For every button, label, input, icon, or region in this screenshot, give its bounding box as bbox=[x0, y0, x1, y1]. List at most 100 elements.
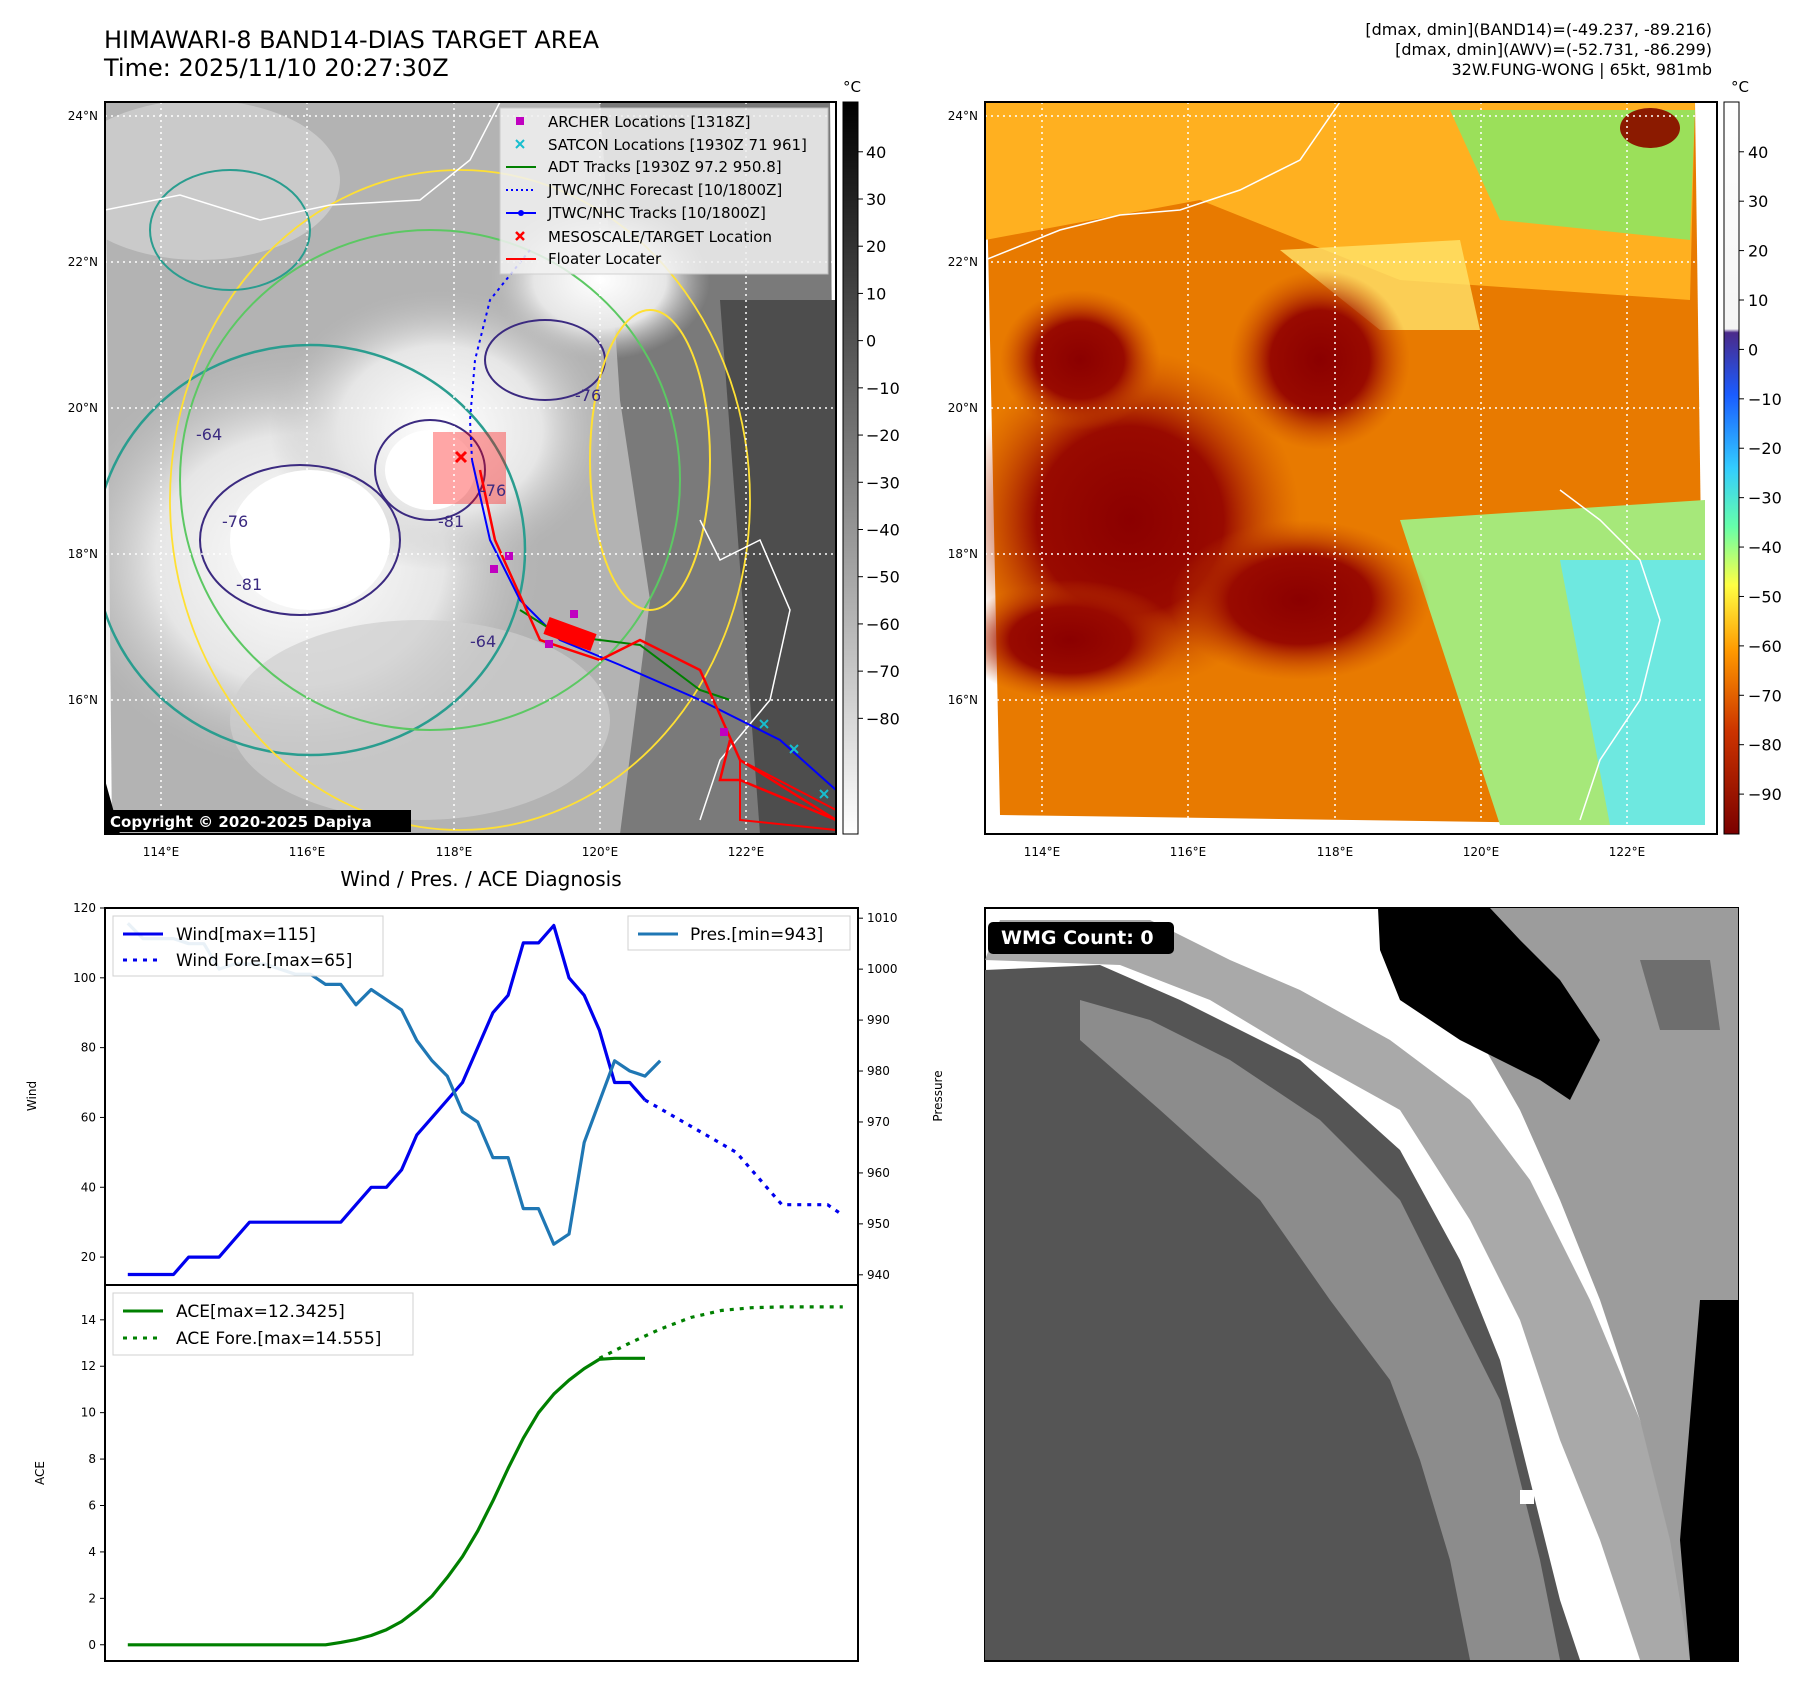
pressure-tick-label: 1010 bbox=[867, 911, 898, 925]
wind-tick-label: 80 bbox=[81, 1041, 96, 1055]
band14-colorbar-unit: °C bbox=[843, 78, 861, 96]
legend-wind: Wind[max=115] bbox=[176, 925, 316, 945]
pressure-tick-label: 940 bbox=[867, 1268, 890, 1282]
awv-colorbar bbox=[1723, 101, 1740, 835]
lon-tick: 118°E bbox=[436, 845, 473, 859]
wmg-black-top bbox=[1378, 908, 1600, 1100]
wmg-mid-region bbox=[1080, 1000, 1560, 1660]
lat-tick: 18°N bbox=[948, 547, 978, 561]
colorbar-tick-label: 0 bbox=[866, 332, 876, 351]
colorbar-tick-label: 30 bbox=[866, 190, 886, 209]
colorbar-tick-label: 10 bbox=[866, 284, 886, 303]
copyright-text: Copyright © 2020-2025 Dapiya bbox=[110, 813, 372, 831]
colorbar-tick-label: −80 bbox=[1748, 736, 1782, 755]
ace-tick-label: 4 bbox=[88, 1545, 96, 1559]
archer-marker-icon bbox=[516, 117, 524, 125]
satcon-marker-icon bbox=[515, 139, 525, 149]
awv-colorbar-unit: °C bbox=[1731, 78, 1749, 96]
wmg-black-right bbox=[1680, 1300, 1738, 1660]
pressure-tick-label: 970 bbox=[867, 1115, 890, 1129]
figure-title: HIMAWARI-8 BAND14-DIAS TARGET AREA bbox=[104, 26, 600, 54]
wind-tick-label: 60 bbox=[81, 1110, 96, 1124]
legend-ace-fore: ACE Fore.[max=14.555] bbox=[176, 1329, 381, 1349]
lon-tick: 114°E bbox=[143, 845, 180, 859]
colorbar-tick-label: −50 bbox=[866, 568, 900, 587]
wmg-count-badge bbox=[988, 922, 1174, 954]
pressure-legend: Pres.[min=943] bbox=[627, 915, 851, 951]
awv-map-frame bbox=[984, 101, 1718, 835]
legend-forecast: JTWC/NHC Forecast [10/1800Z] bbox=[547, 181, 782, 199]
lon-tick: 120°E bbox=[1463, 845, 1500, 859]
contour-label: -76 bbox=[480, 481, 506, 500]
band14-map-frame bbox=[104, 101, 837, 835]
colorbar-tick-label: −30 bbox=[1748, 489, 1782, 508]
lat-tick: 24°N bbox=[68, 109, 98, 123]
ace-axis-label: ACE bbox=[33, 1461, 47, 1485]
lat-tick: 16°N bbox=[948, 693, 978, 707]
lat-tick: 18°N bbox=[68, 547, 98, 561]
pressure-tick-label: 950 bbox=[867, 1217, 890, 1231]
wmg-panel: WMG Count: 0 bbox=[984, 907, 1739, 1662]
lon-tick: 122°E bbox=[1609, 845, 1646, 859]
legend-ace: ACE[max=12.3425] bbox=[176, 1302, 345, 1322]
colorbar-tick-label: −90 bbox=[1748, 785, 1782, 804]
contour-label: -81 bbox=[438, 512, 464, 531]
copyright-box bbox=[106, 810, 411, 832]
wind-legend: Wind[max=115] Wind Fore.[max=65] bbox=[112, 915, 384, 977]
figure-time: Time: 2025/11/10 20:27:30Z bbox=[104, 54, 449, 82]
info-line-storm: 32W.FUNG-WONG | 65kt, 981mb bbox=[1451, 60, 1712, 79]
ace-series-line bbox=[127, 1356, 645, 1647]
colorbar-tick-label: −50 bbox=[1748, 587, 1782, 606]
legend-archer: ARCHER Locations [1318Z] bbox=[548, 113, 751, 131]
wmg-light-region bbox=[985, 920, 1700, 1660]
colorbar-tick-label: −80 bbox=[866, 709, 900, 728]
lat-tick: 22°N bbox=[948, 255, 978, 269]
colorbar-tick-label: 20 bbox=[866, 237, 886, 256]
contour-label: -64 bbox=[196, 425, 222, 444]
colorbar-tick-label: −60 bbox=[866, 615, 900, 634]
colorbar-tick-label: 30 bbox=[1748, 192, 1768, 211]
colorbar-tick-label: −10 bbox=[1748, 390, 1782, 409]
legend-satcon: SATCON Locations [1930Z 71 961] bbox=[548, 136, 807, 154]
colorbar-tick-label: −20 bbox=[1748, 439, 1782, 458]
wind-tick-label: 20 bbox=[81, 1250, 96, 1264]
ace-tick-label: 2 bbox=[88, 1591, 96, 1605]
wmg-gray-patch bbox=[1640, 960, 1720, 1030]
lon-tick: 116°E bbox=[1170, 845, 1207, 859]
contour-label: -64 bbox=[470, 632, 496, 651]
ace-forecast-series-line bbox=[598, 1305, 843, 1360]
diagnosis-title: Wind / Pres. / ACE Diagnosis bbox=[340, 867, 621, 891]
contour-label: -76 bbox=[222, 512, 248, 531]
legend-floater: Floater Locater bbox=[548, 250, 662, 268]
colorbar-tick-label: 10 bbox=[1748, 291, 1768, 310]
wind-forecast-series-line bbox=[644, 1098, 844, 1217]
legend-target: MESOSCALE/TARGET Location bbox=[548, 228, 772, 246]
contour-label: -81 bbox=[236, 575, 262, 594]
contour-label: -76 bbox=[575, 386, 601, 405]
lat-tick: 22°N bbox=[68, 255, 98, 269]
ace-tick-label: 8 bbox=[88, 1452, 96, 1466]
lon-tick: 120°E bbox=[582, 845, 619, 859]
pressure-tick-label: 980 bbox=[867, 1064, 890, 1078]
info-line-band14: [dmax, dmin](BAND14)=(-49.237, -89.216) bbox=[1365, 20, 1712, 39]
colorbar-tick-label: −10 bbox=[866, 379, 900, 398]
colorbar-tick-label: −40 bbox=[1748, 538, 1782, 557]
target-marker-icon bbox=[515, 231, 525, 241]
ace-tick-label: 12 bbox=[81, 1359, 96, 1373]
lon-tick: 118°E bbox=[1317, 845, 1354, 859]
info-line-awv: [dmax, dmin](AWV)=(-52.731, -86.299) bbox=[1395, 40, 1712, 59]
pressure-axis-label: Pressure bbox=[931, 1070, 945, 1121]
wind-series-line bbox=[127, 923, 647, 1277]
wmg-count-text: WMG Count: 0 bbox=[1001, 927, 1154, 949]
legend-adt: ADT Tracks [1930Z 97.2 950.8] bbox=[548, 158, 782, 176]
wind-tick-label: 40 bbox=[81, 1180, 96, 1194]
band14-map-panel: -64 -76 -81 -76 -81 -64 -76 ARCHER Locat… bbox=[68, 78, 900, 859]
wind-tick-label: 120 bbox=[73, 901, 96, 915]
lat-tick: 16°N bbox=[68, 693, 98, 707]
band14-imagery bbox=[105, 102, 836, 834]
lon-tick: 116°E bbox=[289, 845, 326, 859]
ace-tick-label: 6 bbox=[88, 1498, 96, 1512]
colorbar-tick-label: 0 bbox=[1748, 340, 1758, 359]
legend-wind-fore: Wind Fore.[max=65] bbox=[176, 951, 352, 971]
